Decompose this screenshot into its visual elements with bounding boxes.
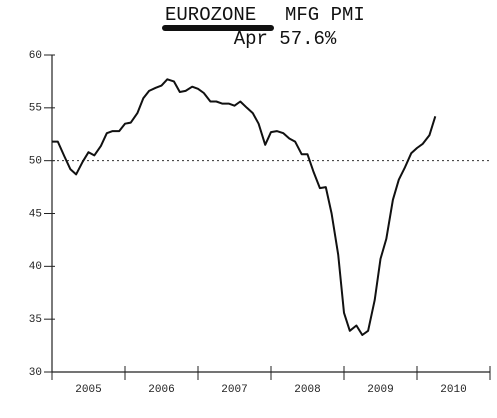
x-tick-label: 2010 bbox=[440, 384, 466, 396]
chart-title: MFG PMI bbox=[285, 4, 365, 26]
y-tick-label: 35 bbox=[29, 314, 42, 326]
x-tick-label: 2009 bbox=[367, 384, 393, 396]
y-tick-label: 40 bbox=[29, 261, 42, 273]
x-tick-label: 2006 bbox=[148, 384, 174, 396]
y-tick-label: 60 bbox=[29, 50, 42, 62]
y-tick-label: 50 bbox=[29, 156, 42, 168]
x-tick-label: 2007 bbox=[221, 384, 247, 396]
title-underline bbox=[162, 25, 274, 31]
chart-subtitle: Apr 57.6% bbox=[234, 28, 337, 50]
y-tick-label: 55 bbox=[29, 103, 42, 115]
chart-title-highlight: EUROZONE bbox=[165, 4, 256, 26]
y-tick-label: 45 bbox=[29, 208, 42, 220]
data-line bbox=[52, 78, 437, 336]
x-tick-label: 2005 bbox=[75, 384, 101, 396]
y-tick-label: 30 bbox=[29, 367, 42, 379]
x-tick-label: 2008 bbox=[294, 384, 320, 396]
